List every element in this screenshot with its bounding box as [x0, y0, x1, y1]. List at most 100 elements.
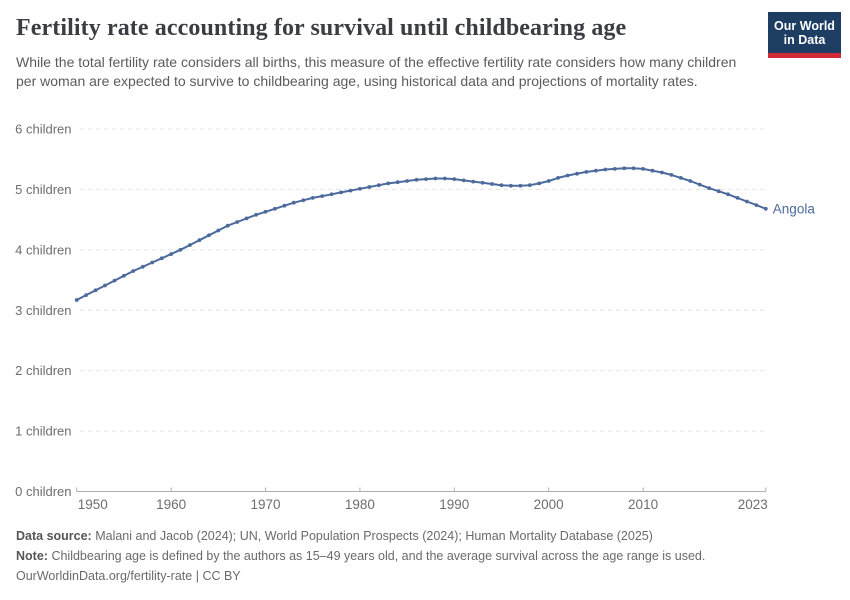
footer-license: CC BY: [202, 569, 241, 583]
owid-logo-line1: Our World: [774, 19, 835, 33]
data-point: [103, 283, 107, 288]
data-point: [669, 173, 674, 177]
note-label: Note:: [16, 549, 48, 563]
data-point: [518, 183, 523, 188]
series-end-label: Angola: [773, 201, 816, 216]
data-point: [254, 212, 258, 217]
data-point: [339, 190, 343, 195]
data-point: [207, 233, 211, 238]
y-axis-tick-label: 4 children: [15, 242, 71, 257]
license-line: OurWorldinData.org/fertility-rate | CC B…: [16, 566, 834, 586]
chart-header: Fertility rate accounting for survival u…: [16, 14, 834, 91]
data-point: [159, 256, 164, 261]
data-point: [452, 177, 457, 181]
x-axis-tick-label: 1950: [78, 497, 108, 512]
data-point: [273, 206, 277, 211]
data-point: [603, 167, 608, 172]
data-point: [735, 196, 740, 200]
data-point: [376, 183, 381, 188]
data-point: [263, 209, 268, 214]
data-point: [678, 176, 683, 180]
data-point: [367, 185, 372, 189]
data-point: [584, 170, 589, 174]
data-point: [188, 243, 192, 247]
data-point: [169, 252, 174, 256]
data-point: [84, 293, 88, 297]
data-point: [594, 168, 598, 173]
data-point: [527, 183, 532, 188]
data-point: [509, 183, 513, 188]
data-point: [650, 168, 655, 173]
data-point: [612, 167, 617, 171]
data-point: [697, 182, 702, 187]
data-point: [433, 176, 438, 181]
x-axis-tick-label: 2023: [738, 497, 768, 512]
data-point: [461, 178, 466, 183]
page-title: Fertility rate accounting for survival u…: [16, 15, 627, 41]
data-point: [556, 176, 560, 180]
x-axis-tick-label: 1970: [250, 497, 280, 512]
series-line-angola: [75, 167, 767, 301]
data-point: [74, 298, 79, 302]
data-source-text: Malani and Jacob (2024); UN, World Popul…: [95, 529, 653, 543]
data-point: [348, 188, 353, 193]
data-point: [235, 220, 240, 224]
data-points-angola: [74, 166, 768, 302]
data-point: [537, 181, 542, 186]
data-point: [140, 264, 145, 269]
y-axis-labels: 0 children 1 children 2 children 3 children…: [15, 122, 71, 500]
x-axis-labels: 1950 1960 1970 1980 1990 2000 2010 2023: [76, 487, 768, 512]
data-point: [329, 192, 334, 197]
data-point: [225, 223, 230, 228]
data-point: [707, 186, 712, 191]
data-source-line: Data source: Malani and Jacob (2024); UN…: [16, 526, 834, 546]
data-point: [414, 177, 419, 182]
data-point: [575, 171, 579, 176]
data-point: [490, 182, 494, 186]
data-point: [546, 179, 551, 183]
data-point: [424, 177, 428, 181]
data-point: [197, 238, 202, 243]
data-point: [131, 269, 136, 273]
data-point: [244, 216, 249, 221]
data-point: [320, 194, 324, 198]
data-point: [660, 170, 664, 175]
owid-logo[interactable]: Our World in Data: [768, 12, 841, 58]
data-point: [754, 203, 759, 207]
y-axis-tick-label: 1 children: [15, 424, 71, 439]
data-point: [216, 228, 221, 233]
y-axis-tick-label: 0 children: [15, 484, 71, 499]
data-point: [471, 179, 476, 184]
x-axis-tick-label: 1980: [345, 497, 375, 512]
data-point: [386, 181, 391, 186]
footer-url[interactable]: OurWorldinData.org/fertility-rate: [16, 569, 193, 583]
data-point: [310, 196, 315, 200]
data-point: [716, 189, 721, 194]
data-point: [565, 173, 570, 178]
chart-subtitle: While the total fertility rate considers…: [16, 53, 737, 89]
x-axis-tick-label: 1990: [439, 497, 469, 512]
data-point: [745, 199, 749, 204]
note-line: Note: Childbearing age is defined by the…: [16, 546, 834, 566]
x-axis-tick-label: 2000: [534, 497, 564, 512]
y-axis-tick-label: 5 children: [15, 182, 71, 197]
owid-logo-line2: in Data: [783, 33, 826, 47]
chart-canvas: 0 children 1 children 2 children 3 children…: [15, 122, 816, 513]
data-point: [93, 288, 98, 293]
data-point: [641, 167, 645, 171]
y-axis-tick-label: 2 children: [15, 363, 71, 378]
data-point: [150, 260, 155, 265]
data-point: [480, 180, 485, 185]
y-gridlines: [76, 128, 766, 492]
chart-area: 0 children 1 children 2 children 3 children…: [0, 118, 850, 518]
data-point: [763, 206, 768, 211]
data-point: [631, 166, 636, 171]
chart-footer: Data source: Malani and Jacob (2024); UN…: [16, 526, 834, 586]
data-point: [442, 176, 447, 181]
x-axis-tick-label: 2010: [628, 497, 658, 512]
data-point: [405, 179, 409, 183]
data-point: [291, 200, 296, 205]
data-point: [301, 198, 306, 203]
data-source-label: Data source:: [16, 529, 92, 543]
